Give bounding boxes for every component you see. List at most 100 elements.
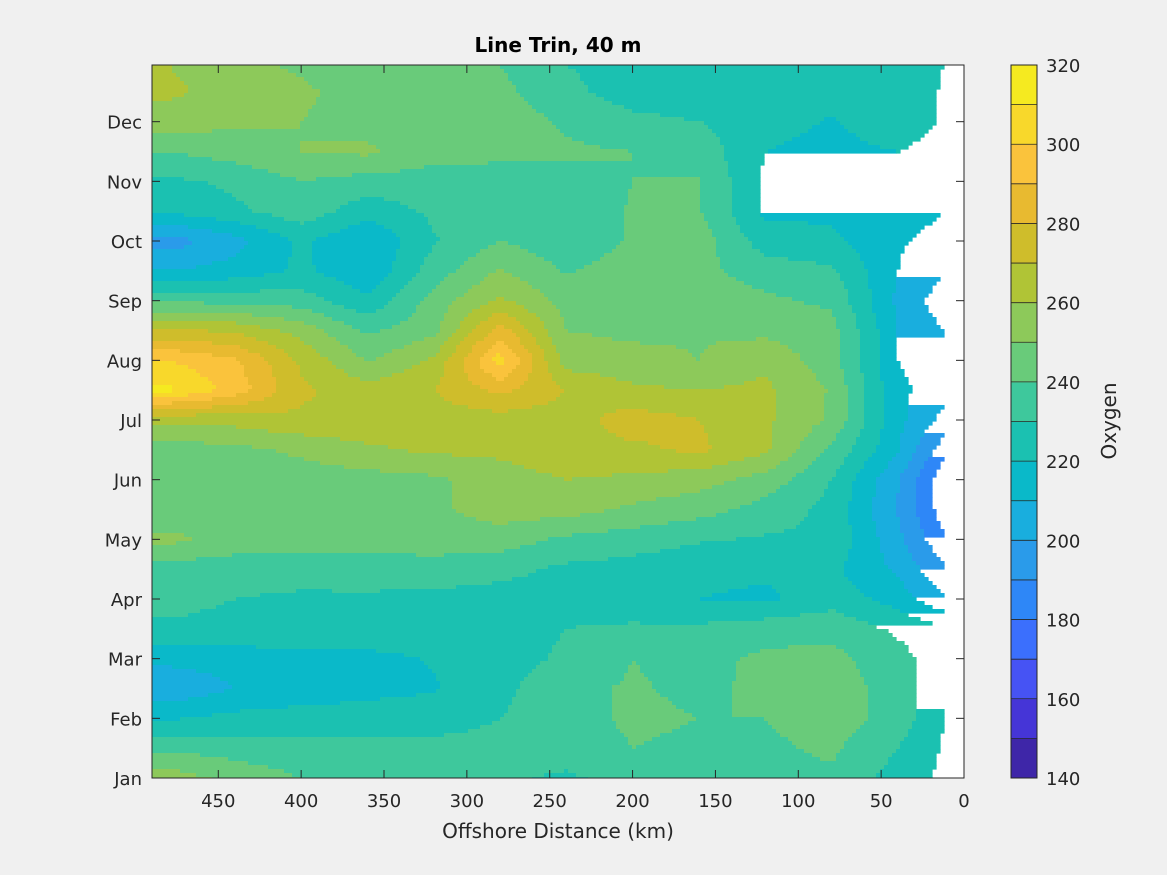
contour-cell [516,689,613,694]
contour-cell [832,225,925,230]
contour-cell [912,553,937,558]
contour-cell [516,317,541,322]
contour-cell [480,365,517,370]
contour-cell [876,773,933,778]
contour-cell [532,357,545,362]
contour-cell [532,669,629,674]
contour-cell [732,705,869,710]
contour-cell [152,693,209,698]
contour-cell [288,453,453,458]
contour-cell [152,129,213,134]
contour-cell [288,409,493,414]
contour-cell [516,365,533,370]
contour-cell [244,245,293,250]
contour-cell [152,413,197,418]
contour-cell [768,493,825,498]
contour-cell [552,301,805,306]
contour-cell [152,337,257,342]
contour-cell [152,301,205,306]
contour-cell [884,413,909,418]
contour-cell [204,441,365,446]
contour-cell [388,273,417,278]
contour-cell [416,209,625,214]
contour-cell [900,445,917,450]
contour-cell [152,209,253,214]
contour-cell [340,205,409,210]
contour-cell [776,413,825,418]
contour-cell [880,601,925,606]
contour-cell [456,297,497,302]
contour-cell [408,205,625,210]
contour-cell [440,329,457,334]
contour-cell [724,157,765,162]
contour-cell [172,65,281,70]
contour-cell [552,337,613,342]
contour-cell [836,317,857,322]
contour-cell [548,537,737,542]
contour-cell [212,381,249,386]
contour-cell [532,361,549,366]
contour-cell [884,405,909,410]
contour-cell [640,341,717,346]
contour-cell [800,445,829,450]
contour-cell [508,409,617,414]
contour-cell [496,341,505,346]
contour-cell [552,341,641,346]
contour-cell [152,725,481,730]
contour-cell [764,253,861,258]
contour-cell [452,301,489,306]
contour-cell [276,449,409,454]
contour-cell [700,185,733,190]
contour-cell [588,85,941,90]
contour-cell [312,85,517,90]
contour-cell [544,321,565,326]
contour-cell [880,329,897,334]
contour-cell [872,293,893,298]
contour-cell [864,397,885,402]
contour-cell [848,297,873,302]
contour-cell [504,377,529,382]
contour-cell [856,661,917,666]
contour-cell [624,221,709,226]
contour-cell [316,349,353,354]
contour-cell [892,297,925,302]
contour-cell [776,409,825,414]
contour-cell [240,345,277,350]
contour-cell [772,725,861,730]
contour-cell [700,597,781,602]
contour-cell [248,381,277,386]
contour-cell [212,713,505,718]
contour-cell [660,445,713,450]
contour-cell [272,213,325,218]
contour-cell [348,225,385,230]
contour-cell [848,293,873,298]
contour-cell [152,657,421,662]
contour-cell [292,333,329,338]
contour-cell [856,441,881,446]
contour-cell [420,657,549,662]
contour-cell [524,305,557,310]
contour-cell [780,461,813,466]
contour-cell [608,529,785,534]
contour-cell [624,733,661,738]
contour-cell [152,669,197,674]
contour-cell [896,313,933,318]
contour-cell [840,429,861,434]
contour-cell [340,437,625,442]
contour-cell [516,333,533,338]
contour-cell [624,105,937,110]
contour-cell [700,201,733,206]
contour-cell [748,585,773,590]
contour-cell [308,381,441,386]
contour-cell [440,377,469,382]
contour-cell [868,269,897,274]
contour-cell [648,677,737,682]
contour-cell [724,149,769,154]
contour-cell [236,425,605,430]
contour-cell [852,245,905,250]
contour-cell [176,73,297,78]
contour-cell [612,701,673,706]
contour-cell [868,713,917,718]
contour-cell [152,265,197,270]
contour-cell [384,277,413,282]
